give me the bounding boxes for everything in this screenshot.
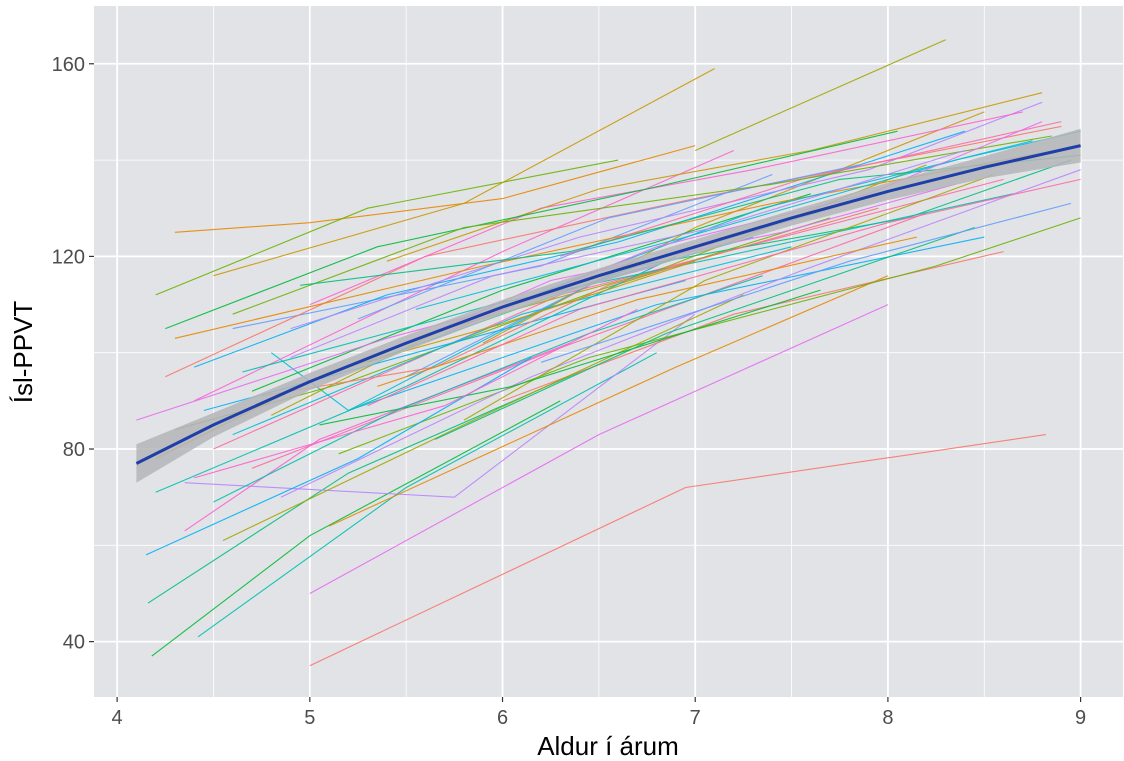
series-line bbox=[222, 294, 744, 541]
series-line bbox=[338, 217, 1081, 455]
x-tick-label: 7 bbox=[690, 707, 701, 729]
x-tick-label: 4 bbox=[112, 707, 123, 729]
series-line bbox=[251, 193, 811, 392]
series-line bbox=[147, 371, 580, 604]
series-line bbox=[232, 246, 792, 436]
grid-lines bbox=[94, 6, 1123, 697]
series-line bbox=[280, 169, 1081, 498]
smooth-layer bbox=[135, 128, 1081, 483]
series-line bbox=[155, 255, 677, 493]
series-line bbox=[434, 226, 975, 440]
series-line bbox=[184, 313, 696, 498]
y-axis: 40 80 120 160 bbox=[52, 54, 94, 654]
series-line bbox=[367, 178, 1081, 407]
y-tick-label: 80 bbox=[63, 439, 85, 461]
series-line bbox=[540, 202, 1072, 363]
y-tick-label: 120 bbox=[52, 246, 85, 268]
series-line bbox=[242, 193, 1014, 373]
series-line bbox=[151, 400, 561, 657]
x-tick-label: 6 bbox=[497, 707, 508, 729]
series-line bbox=[194, 308, 638, 479]
series-line bbox=[328, 275, 889, 527]
series-line bbox=[386, 92, 1043, 262]
series-line bbox=[197, 352, 657, 638]
series-line bbox=[194, 130, 966, 368]
series-line bbox=[232, 135, 1052, 315]
series-line bbox=[213, 275, 763, 503]
y-axis-title: Ísl-PPVT bbox=[8, 301, 38, 404]
series-line bbox=[232, 173, 773, 330]
series-line bbox=[174, 145, 696, 233]
series-line bbox=[290, 101, 1043, 330]
smooth-fit-line bbox=[135, 144, 1081, 465]
series-line bbox=[319, 289, 821, 426]
series-line bbox=[377, 236, 917, 387]
x-tick-label: 8 bbox=[882, 707, 893, 729]
series-line bbox=[193, 149, 735, 402]
series-line bbox=[213, 68, 715, 277]
y-tick-label: 40 bbox=[63, 632, 85, 654]
confidence-band bbox=[136, 128, 1081, 483]
x-axis: 4 5 6 7 8 9 bbox=[112, 697, 1086, 729]
series-line bbox=[694, 39, 946, 152]
series-line bbox=[309, 304, 889, 594]
series-line bbox=[261, 207, 879, 397]
series-line bbox=[482, 111, 985, 344]
series-line bbox=[348, 236, 985, 412]
series-line bbox=[165, 130, 898, 330]
x-axis-title: Aldur í árum bbox=[537, 731, 679, 761]
series-line bbox=[184, 342, 571, 532]
y-tick-label: 160 bbox=[52, 54, 85, 76]
x-tick-label: 9 bbox=[1075, 707, 1086, 729]
series-line bbox=[155, 159, 619, 296]
plot-panel bbox=[94, 6, 1123, 697]
series-line bbox=[357, 164, 860, 320]
series-line bbox=[463, 173, 995, 421]
x-tick-label: 5 bbox=[304, 707, 315, 729]
series-line bbox=[290, 149, 966, 359]
series-line bbox=[309, 434, 1046, 667]
series-line bbox=[415, 130, 1081, 310]
